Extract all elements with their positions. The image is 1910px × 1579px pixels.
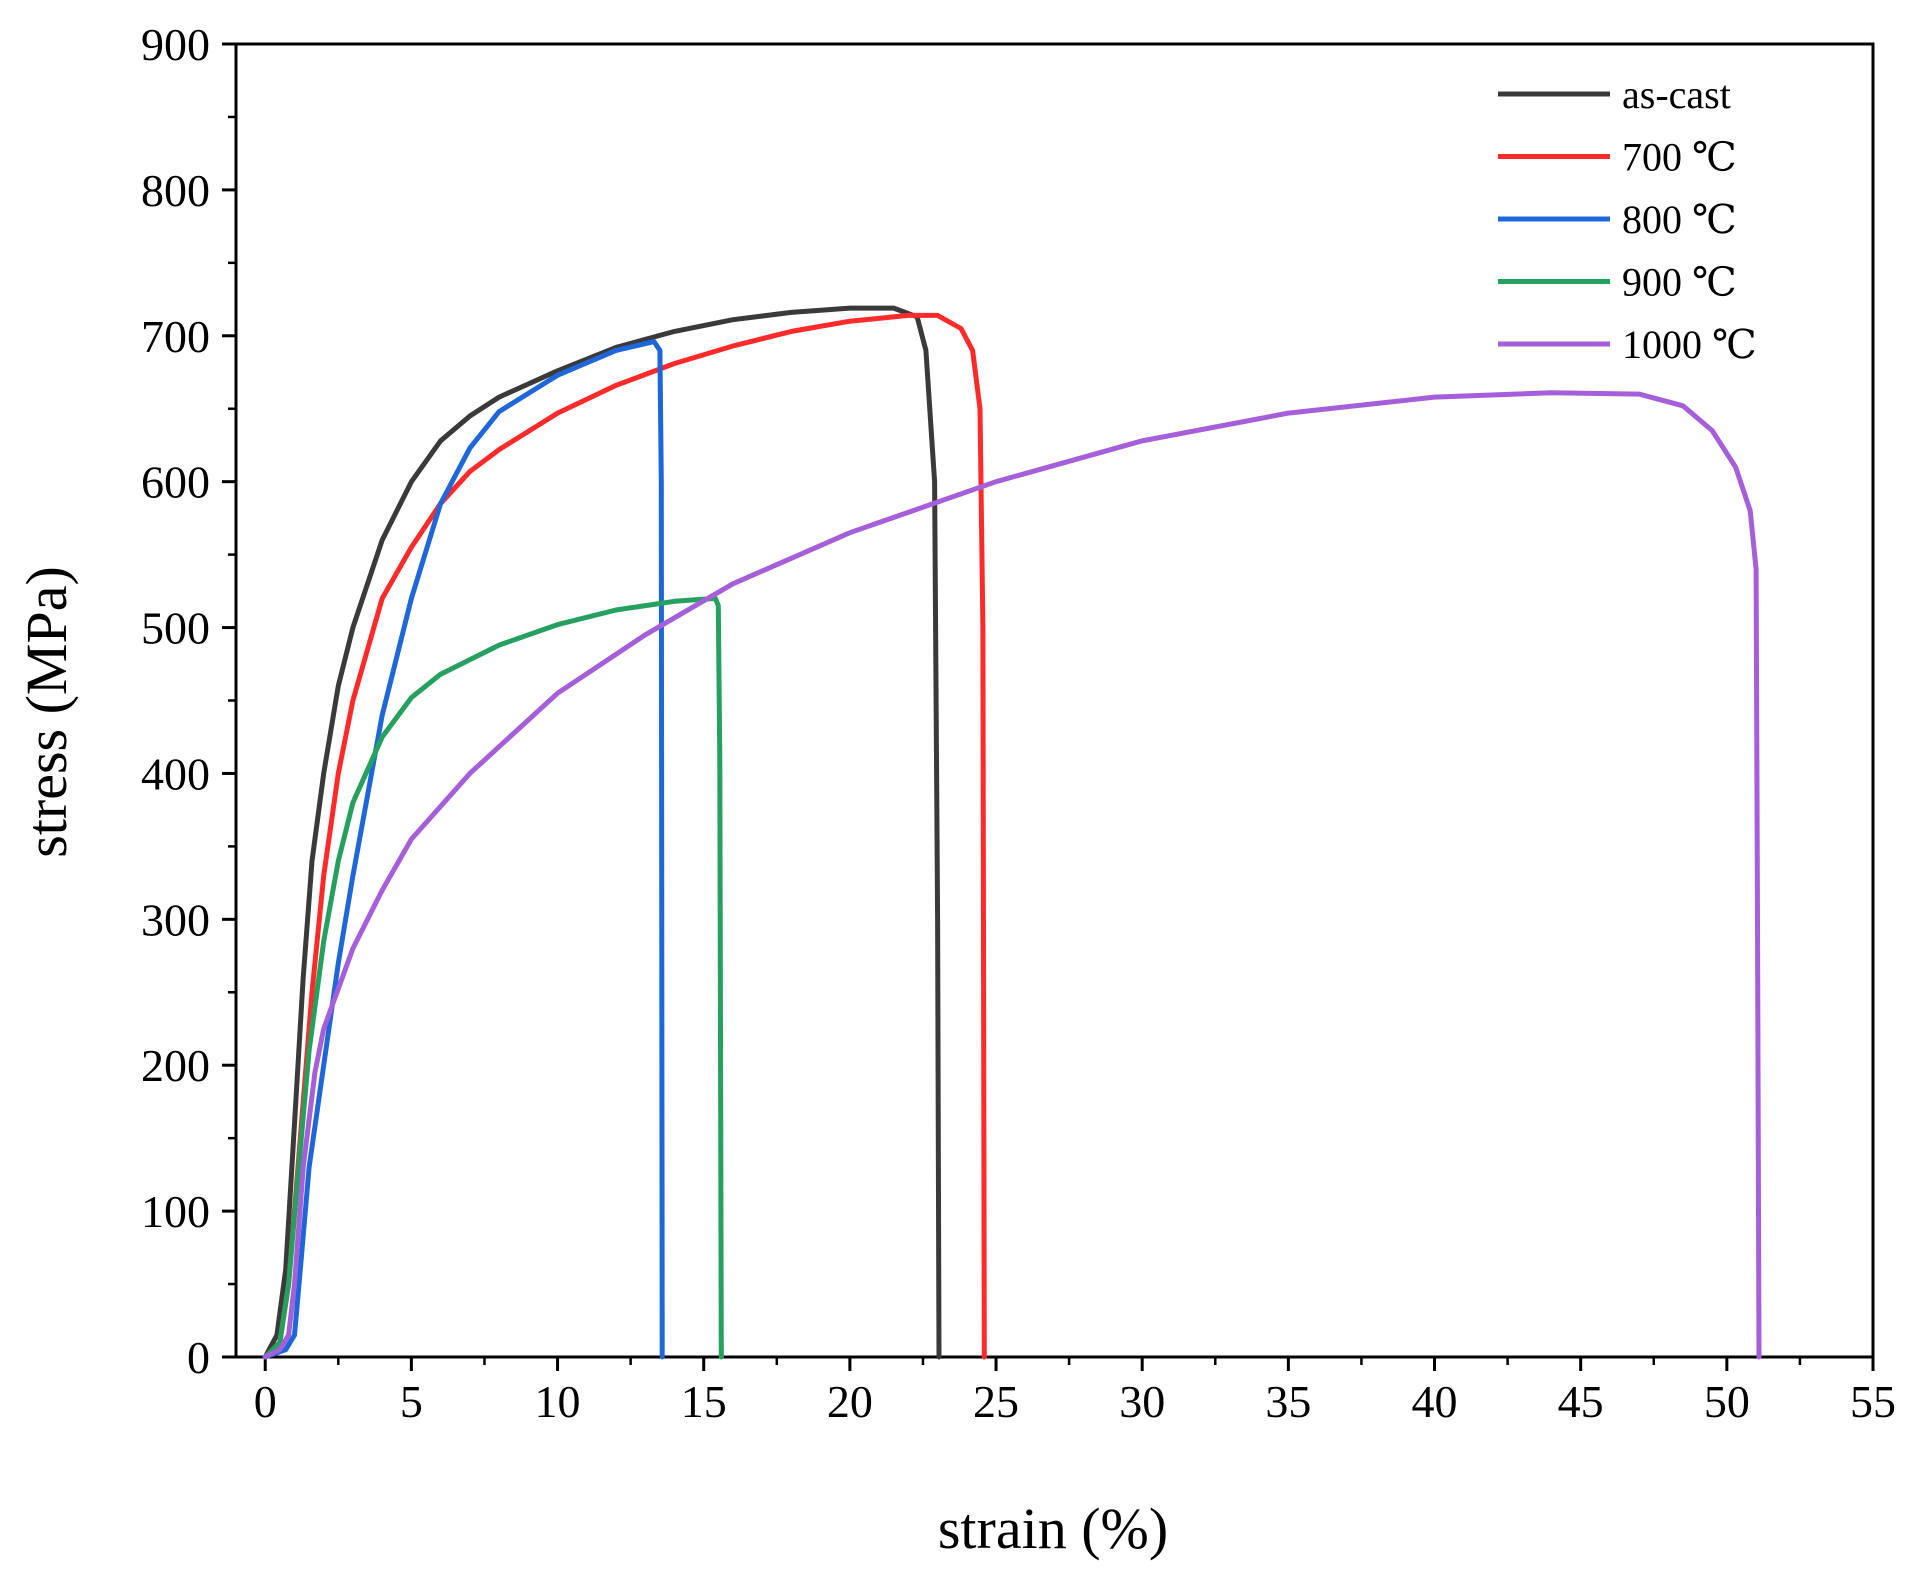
y-tick-label: 600	[141, 457, 210, 508]
y-tick-label: 700	[141, 311, 210, 362]
y-tick-labels: 0 100 200 300 400 500 600 700 800 900	[141, 19, 210, 1383]
x-tick-label: 50	[1704, 1376, 1750, 1427]
x-tick-label: 25	[973, 1376, 1019, 1427]
legend-label: 700 ℃	[1622, 135, 1737, 180]
series-line-1	[262, 312, 987, 1360]
series-line-3	[262, 595, 724, 1360]
x-axis-title: strain (%)	[938, 1496, 1168, 1561]
x-tick-label: 30	[1119, 1376, 1165, 1427]
legend-label: 800 ℃	[1622, 197, 1737, 242]
series-layer	[262, 305, 1762, 1360]
x-tick-label: 10	[535, 1376, 581, 1427]
y-axis-title: stress (MPa)	[14, 566, 79, 858]
y-tick-label: 200	[141, 1040, 210, 1091]
x-tick-label: 35	[1265, 1376, 1311, 1427]
series-line-2	[262, 339, 665, 1360]
series-line-4	[262, 390, 1762, 1360]
y-tick-label: 400	[141, 748, 210, 799]
x-tick-label: 55	[1850, 1376, 1896, 1427]
legend-label: 1000 ℃	[1622, 322, 1757, 367]
legend: as-cast 700 ℃ 800 ℃ 900 ℃ 1000 ℃	[1498, 72, 1757, 367]
y-tick-label: 0	[187, 1332, 210, 1383]
y-tick-label: 800	[141, 165, 210, 216]
y-tick-label: 100	[141, 1186, 210, 1237]
y-tick-label: 900	[141, 19, 210, 70]
y-tick-label: 300	[141, 894, 210, 945]
x-tick-label: 20	[827, 1376, 873, 1427]
x-tick-labels: 0 5 10 15 20 25 30 35 40 45 50 55	[254, 1376, 1896, 1427]
x-tick-label: 0	[254, 1376, 277, 1427]
y-tick-label: 500	[141, 603, 210, 654]
x-tick-label: 40	[1412, 1376, 1458, 1427]
series-line-0	[262, 305, 942, 1360]
legend-label: as-cast	[1622, 72, 1731, 117]
legend-label: 900 ℃	[1622, 260, 1737, 305]
x-tick-label: 5	[400, 1376, 423, 1427]
x-tick-label: 15	[681, 1376, 727, 1427]
axis-ticks	[222, 42, 1875, 1371]
x-tick-label: 45	[1558, 1376, 1604, 1427]
